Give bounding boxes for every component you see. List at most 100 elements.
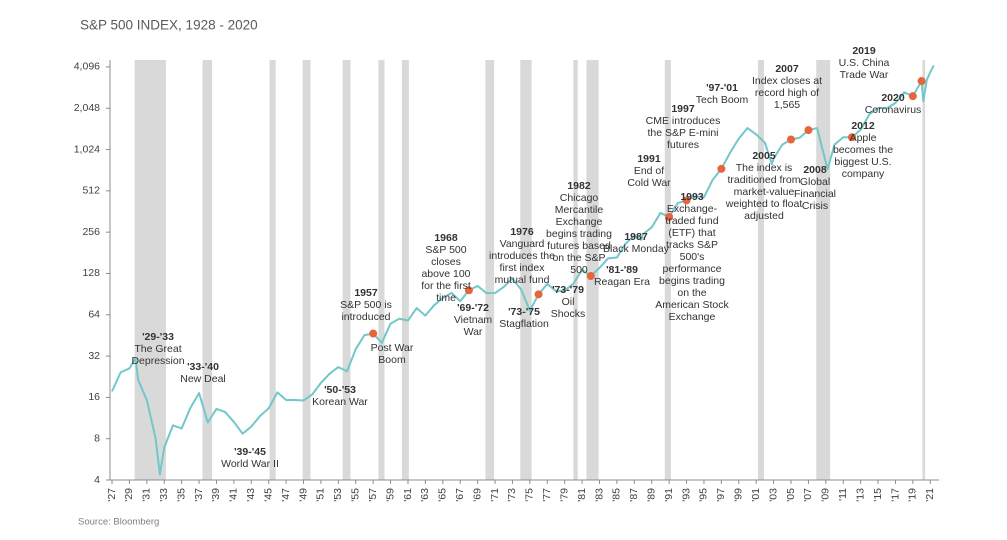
x-tick-label: '59 (384, 488, 396, 502)
annotation-line: Boom (378, 354, 406, 366)
x-tick-label: '85 (611, 488, 623, 502)
x-tick-label: '11 (837, 488, 849, 501)
annotation-head: 1991 (637, 153, 661, 165)
shaded-period (664, 60, 671, 480)
x-tick-label: '53 (332, 488, 344, 502)
event-marker (847, 133, 856, 142)
annotation-line: 500's (680, 251, 705, 263)
annotation-line: biggest U.S. (834, 156, 891, 168)
y-tick-label: 4 (94, 474, 100, 486)
x-tick-label: '71 (489, 488, 501, 502)
x-tick-label: '07 (802, 488, 814, 502)
shaded-period (573, 60, 578, 480)
chart-title: S&P 500 INDEX, 1928 - 2020 (80, 18, 258, 33)
annotation-head: 2005 (752, 150, 776, 162)
annotation-line: Vanguard (500, 238, 545, 250)
shaded-period (816, 60, 831, 480)
x-tick-label: '47 (280, 488, 292, 502)
shaded-period (202, 60, 213, 480)
event-marker (464, 286, 473, 295)
source-note: Source: Bloomberg (78, 517, 159, 528)
annotation-line: Crisis (802, 200, 828, 212)
x-tick-label: '63 (419, 488, 431, 502)
annotation-line: The Great (134, 343, 181, 355)
y-tick-label: 1,024 (74, 143, 100, 155)
x-tick-label: '41 (228, 488, 240, 502)
shaded-period (922, 60, 926, 480)
annotation-line: begins trading (546, 228, 612, 240)
annotation-line: Coronavirus (865, 104, 922, 116)
annotation-line: becomes the (833, 144, 893, 156)
annotation-line: 1,565 (774, 99, 800, 111)
annotation-line: Financial (794, 188, 836, 200)
annotation-line: introduced (341, 311, 390, 323)
annotation-line: record high of (755, 87, 819, 99)
annotation-head: 2019 (852, 45, 876, 57)
annotation-line: 500 (570, 264, 588, 276)
annotation-head: '81-'89 (606, 264, 638, 276)
annotation-line: mutual fund (495, 274, 550, 286)
x-tick-label: '51 (315, 488, 327, 502)
annotation-line: Depression (131, 355, 184, 367)
annotation-head: '69-'72 (457, 302, 489, 314)
x-tick-label: '75 (524, 488, 536, 502)
x-tick-label: '95 (698, 488, 710, 502)
x-tick-label: '67 (454, 488, 466, 502)
event-marker (717, 164, 726, 173)
shaded-period (757, 60, 765, 480)
x-tick-label: '77 (541, 488, 553, 502)
x-tick-label: '97 (715, 488, 727, 502)
annotation-head: '29-'33 (142, 331, 174, 343)
y-tick-label: 4,096 (74, 61, 100, 73)
shaded-period (401, 60, 409, 480)
shaded-period (302, 60, 311, 480)
shaded-period (269, 60, 276, 480)
annotation-line: introduces the (489, 250, 555, 262)
x-tick-label: '83 (593, 488, 605, 502)
annotation-line: U.S. China (839, 57, 890, 69)
x-tick-label: '87 (628, 488, 640, 502)
x-tick-label: '13 (854, 488, 866, 502)
annotation-line: (ETF) that (668, 227, 715, 239)
x-tick-label: '09 (820, 488, 832, 502)
shaded-period (586, 60, 599, 480)
annotation-line: time (436, 292, 456, 304)
annotation-line: for the first (421, 280, 471, 292)
x-tick-label: '37 (193, 488, 205, 502)
x-tick-label: '39 (210, 488, 222, 502)
x-tick-label: '55 (350, 488, 362, 502)
y-tick-label: 256 (82, 226, 100, 238)
shaded-period (485, 60, 495, 480)
x-tick-label: '69 (471, 488, 483, 502)
annotation-line: market-value (734, 186, 795, 198)
annotation-line: the S&P E-mini (647, 127, 718, 139)
annotation-line: Korean War (312, 396, 368, 408)
annotation-line: American Stock (655, 299, 729, 311)
x-tick-label: '19 (907, 488, 919, 502)
x-tick-label: '17 (889, 488, 901, 502)
annotation-line: Cold War (627, 177, 671, 189)
x-tick-label: '79 (558, 488, 570, 502)
annotation-line: futures (667, 139, 699, 151)
annotation-line: Vietnam (454, 314, 493, 326)
x-tick-label: '73 (506, 488, 518, 502)
x-tick-label: '65 (437, 488, 449, 502)
annotation-line: CME introduces (646, 115, 721, 127)
annotation-head: '73-'79 (552, 284, 584, 296)
annotation-line: Mercantile (555, 204, 604, 216)
annotation-line: adjusted (744, 210, 784, 222)
annotation-line: Reagan Era (594, 276, 650, 288)
annotation-line: Tech Boom (696, 94, 749, 106)
x-tick-label: '43 (245, 488, 257, 502)
axes: 4 8 16 32 64 128 256 512 1,024 2,048 4,096 '27 '29 '3… (74, 60, 939, 502)
annotation-line: Stagflation (499, 318, 549, 330)
annotation-line: performance (663, 263, 722, 275)
